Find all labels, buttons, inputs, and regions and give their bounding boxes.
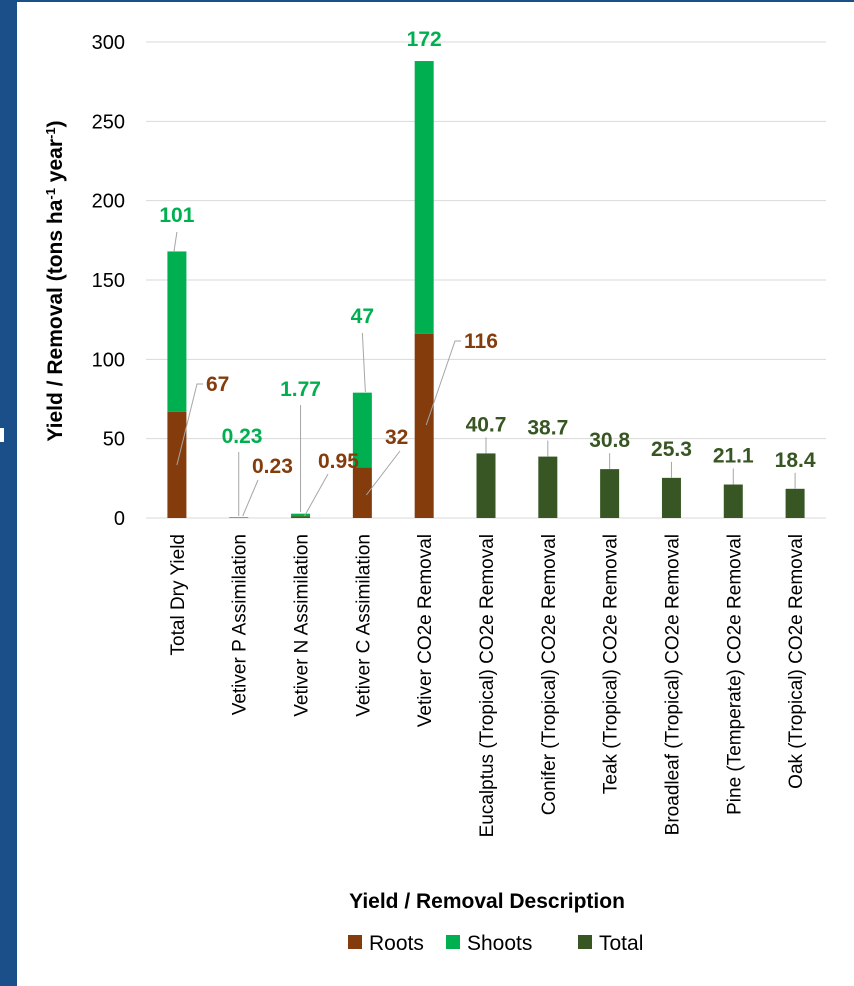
- leader-line: [425, 340, 461, 426]
- data-label: 30.8: [589, 429, 630, 452]
- bar-shoots: [414, 61, 434, 334]
- bars: [167, 61, 805, 518]
- y-tick-label: 250: [92, 111, 125, 133]
- bar-total: [600, 469, 620, 518]
- bar-total: [785, 488, 805, 518]
- y-tick-label: 150: [92, 270, 125, 292]
- leader-line: [176, 383, 203, 466]
- y-tick-label: 50: [103, 429, 125, 451]
- bar-shoots: [167, 251, 187, 412]
- x-axis-title: Yield / Removal Description: [349, 890, 625, 913]
- bar-roots: [291, 516, 311, 518]
- gridlines: [146, 41, 826, 519]
- x-tick-label: Vetiver P Assimilation: [230, 534, 251, 715]
- y-tick-label: 0: [114, 508, 125, 530]
- x-tick-label: Eucalptus (Tropical) CO2e Removal: [477, 534, 498, 837]
- x-tick-label: Broadleaf (Tropical) CO2e Removal: [662, 534, 683, 835]
- y-tick-label: 200: [92, 191, 125, 213]
- leader-line: [365, 450, 401, 496]
- x-axis-ticks: Total Dry Yield Vetiver P Assimilation Vet…: [168, 534, 807, 837]
- leader-line: [304, 473, 329, 517]
- x-tick-label: Vetiver CO2e Removal: [415, 534, 436, 727]
- data-label: 38.7: [527, 417, 568, 440]
- data-label: 21.1: [713, 445, 754, 468]
- leader-lines: [173, 231, 796, 517]
- bar-total: [723, 484, 743, 518]
- legend-label-shoots: Shoots: [467, 932, 532, 955]
- legend: Roots Shoots Total: [348, 932, 643, 955]
- y-axis-title: Yield / Removal (tons ha-1 year-1): [43, 120, 68, 441]
- data-label: 101: [159, 204, 194, 227]
- data-label: 0.95: [318, 450, 359, 473]
- data-label: 0.23: [222, 425, 263, 448]
- y-tick-label: 100: [92, 349, 125, 371]
- data-label: 116: [464, 330, 498, 353]
- data-label: 18.4: [775, 449, 816, 472]
- bar-shoots: [352, 392, 372, 468]
- bar-total: [538, 456, 558, 518]
- leader-line: [361, 332, 366, 393]
- data-label: 1.77: [280, 378, 321, 401]
- bar-total: [661, 477, 681, 518]
- data-label: 172: [407, 28, 442, 51]
- y-tick-label: 300: [92, 32, 125, 54]
- x-tick-label: Vetiver N Assimilation: [292, 534, 313, 717]
- data-label: 40.7: [466, 413, 507, 436]
- x-tick-label: Teak (Tropical) CO2e Removal: [601, 534, 622, 794]
- x-tick-label: Vetiver C Assimilation: [353, 534, 374, 717]
- x-tick-label: Conifer (Tropical) CO2e Removal: [539, 534, 560, 815]
- bar-roots: [352, 467, 372, 518]
- leader-line: [173, 231, 178, 253]
- legend-swatch-shoots: [446, 935, 460, 949]
- legend-label-total: Total: [599, 932, 643, 955]
- left-border-notch: [0, 428, 4, 442]
- bar-total: [476, 453, 496, 518]
- left-border-strip: [0, 0, 17, 986]
- y-axis-ticks: 0 50 100 150 200 250 300: [92, 32, 125, 530]
- data-label: 67: [206, 373, 229, 396]
- data-label: 32: [385, 426, 408, 449]
- legend-swatch-roots: [348, 935, 362, 949]
- data-label: 25.3: [651, 438, 692, 461]
- legend-label-roots: Roots: [369, 932, 424, 955]
- leader-line: [242, 479, 259, 517]
- top-border-line: [17, 0, 854, 2]
- legend-swatch-total: [578, 935, 592, 949]
- bar-shoots: [291, 513, 311, 517]
- data-labels: 101 67 0.23 0.23 1.77 0.95 47 32 172 116 40.7 38.7 3…: [159, 28, 815, 478]
- data-label: 0.23: [252, 455, 293, 478]
- bar-roots: [414, 333, 434, 518]
- x-tick-label: Oak (Tropical) CO2e Removal: [786, 534, 807, 789]
- x-tick-label: Pine (Temperate) CO2e Removal: [724, 534, 745, 815]
- x-tick-label: Total Dry Yield: [168, 534, 189, 655]
- data-label: 47: [351, 305, 374, 328]
